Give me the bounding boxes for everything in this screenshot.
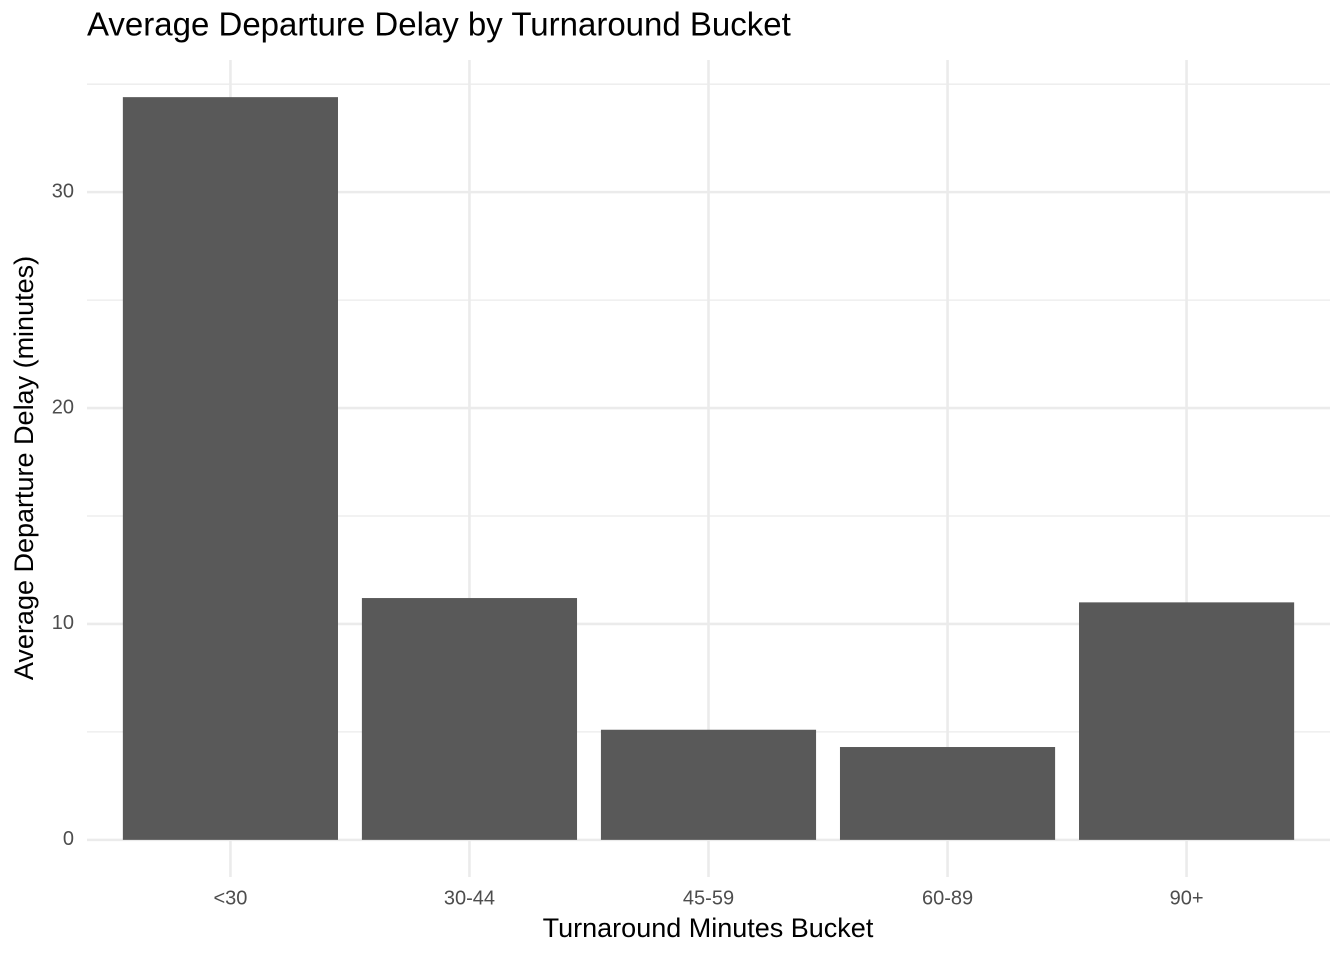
x-tick-label: 60-89 bbox=[922, 887, 973, 909]
bar bbox=[600, 729, 817, 840]
x-tick-label: 30-44 bbox=[444, 887, 495, 909]
x-axis-title: Turnaround Minutes Bucket bbox=[543, 913, 874, 943]
x-tick-label: <30 bbox=[213, 887, 247, 909]
bar bbox=[122, 97, 338, 840]
y-axis-title: Average Departure Delay (minutes) bbox=[9, 256, 39, 680]
y-tick-label: 10 bbox=[52, 612, 74, 634]
x-tick-label: 90+ bbox=[1170, 887, 1204, 909]
x-tick-label: 45-59 bbox=[683, 887, 734, 909]
y-tick-label: 0 bbox=[63, 828, 74, 850]
y-tick-label: 30 bbox=[52, 180, 74, 202]
bar bbox=[839, 747, 1056, 840]
bar bbox=[361, 598, 578, 840]
y-tick-label: 20 bbox=[52, 396, 74, 418]
chart-title: Average Departure Delay by Turnaround Bu… bbox=[87, 6, 791, 43]
bar bbox=[1079, 602, 1295, 840]
